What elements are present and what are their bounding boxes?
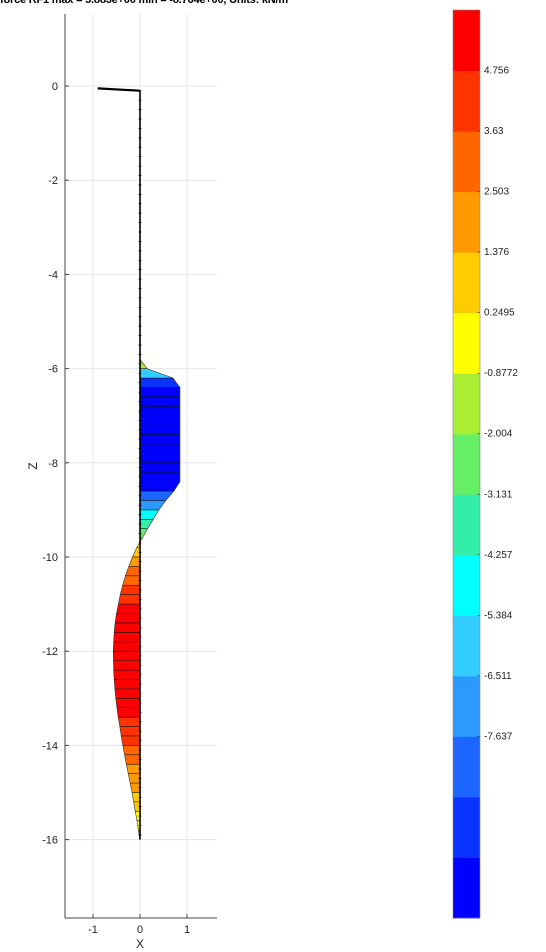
y-tick-label: -16 (42, 835, 58, 847)
force-distribution-fill (112, 359, 181, 840)
colorbar-tick-label: -3.131 (484, 489, 513, 500)
force-segment (140, 462, 180, 473)
force-segment (140, 453, 180, 463)
colorbar-tick-label: -6.511 (484, 671, 512, 682)
colorbar-tick-label: -4.257 (484, 550, 513, 561)
pile-axis (97, 87, 142, 840)
force-segment (126, 764, 140, 774)
y-tick-label: -2 (48, 175, 58, 187)
force-outline (112, 359, 181, 840)
chart-title: force RF1 max = 5.883e+00 min = -8.764e+… (0, 0, 288, 6)
colorbar-band (453, 675, 480, 737)
force-segment (114, 679, 140, 689)
colorbar-tick-label: -0.8772 (484, 368, 518, 379)
x-tick-label: 0 (137, 924, 143, 936)
colorbar-band (453, 10, 480, 72)
force-segment (119, 726, 140, 736)
force-segment (140, 443, 180, 454)
colorbar-band (453, 857, 480, 919)
force-segment (140, 472, 180, 482)
y-tick-label: -6 (48, 364, 58, 376)
force-segment (140, 491, 174, 501)
y-tick-label: -8 (48, 458, 58, 470)
force-segment (115, 698, 140, 708)
colorbar-band (453, 373, 480, 435)
y-tick-label: -4 (48, 269, 58, 281)
colorbar-band (453, 494, 480, 556)
colorbar-tick-label: 3.63 (484, 126, 504, 137)
force-segment (132, 547, 140, 557)
force-segment (113, 670, 140, 680)
force-segment (140, 500, 166, 510)
force-segment (116, 604, 140, 614)
force-segment (128, 773, 140, 784)
force-segment (140, 396, 180, 407)
colorbar-tick-label: -2.004 (484, 429, 513, 440)
pile-head (97, 87, 141, 92)
colorbar-tick-label: 1.376 (484, 247, 509, 258)
force-segment (140, 425, 180, 435)
force-segment (140, 519, 154, 529)
x-tick-label: 1 (184, 924, 190, 936)
force-segment (135, 811, 140, 821)
force-segment (140, 387, 180, 397)
force-segment (121, 735, 140, 746)
force-segment (132, 792, 140, 802)
force-segment (140, 406, 180, 416)
colorbar-band (453, 131, 480, 193)
force-segment (113, 632, 140, 642)
x-axis-label: X (136, 937, 144, 951)
force-segment (140, 415, 180, 426)
force-segment (140, 378, 180, 388)
force-segment (140, 481, 180, 492)
force-segment (113, 651, 140, 661)
force-segment (118, 594, 140, 605)
force-segment (140, 434, 180, 444)
y-tick-label: 0 (52, 81, 58, 93)
y-tick-label: -10 (42, 552, 58, 564)
colorbar-band (453, 615, 480, 677)
colorbar-band (453, 433, 480, 495)
force-segment (115, 613, 140, 623)
colorbar-frame (452, 9, 481, 919)
colorbar-band (453, 736, 480, 798)
force-segment (140, 368, 173, 379)
colorbar-tick-label: 0.2495 (484, 308, 515, 319)
colorbar-tick-label: -5.384 (484, 610, 513, 621)
colorbar-band (453, 252, 480, 314)
colorbar-band (453, 70, 480, 132)
colorbar-tick-label: -7.637 (484, 731, 513, 742)
force-segment (140, 528, 148, 539)
colorbar-band (453, 554, 480, 616)
colorbar-band (453, 312, 480, 374)
y-tick-label: -14 (42, 740, 58, 752)
force-segment (124, 754, 140, 765)
force-segment (114, 622, 140, 633)
force-segment (122, 575, 140, 586)
y-tick-label: -12 (42, 646, 58, 658)
colorbar-band (453, 191, 480, 253)
x-tick-label: -1 (88, 924, 98, 936)
axes: -1 0 10-2-4-6-8-10-12-14-16 (42, 14, 217, 936)
force-segment (130, 783, 140, 793)
y-axis-label: Z (26, 462, 40, 469)
force-segment (140, 509, 159, 520)
colorbar-tick-label: 4.756 (484, 66, 509, 77)
force-segment (113, 660, 140, 671)
colorbar-bands (452, 9, 481, 919)
force-segment (118, 717, 140, 727)
force-segment (125, 566, 140, 576)
colorbar-labels: 4.756 3.63 2.503 1.376 0.2495 -0.8772 -2.004 -3… (477, 66, 518, 742)
force-segment (114, 688, 140, 699)
force-segment (116, 707, 140, 718)
force-segment (133, 801, 140, 812)
force-segment (120, 585, 140, 595)
force-segment (122, 745, 140, 755)
force-segment (113, 641, 140, 652)
colorbar-band (453, 796, 480, 858)
colorbar-tick-label: 2.503 (484, 187, 509, 198)
